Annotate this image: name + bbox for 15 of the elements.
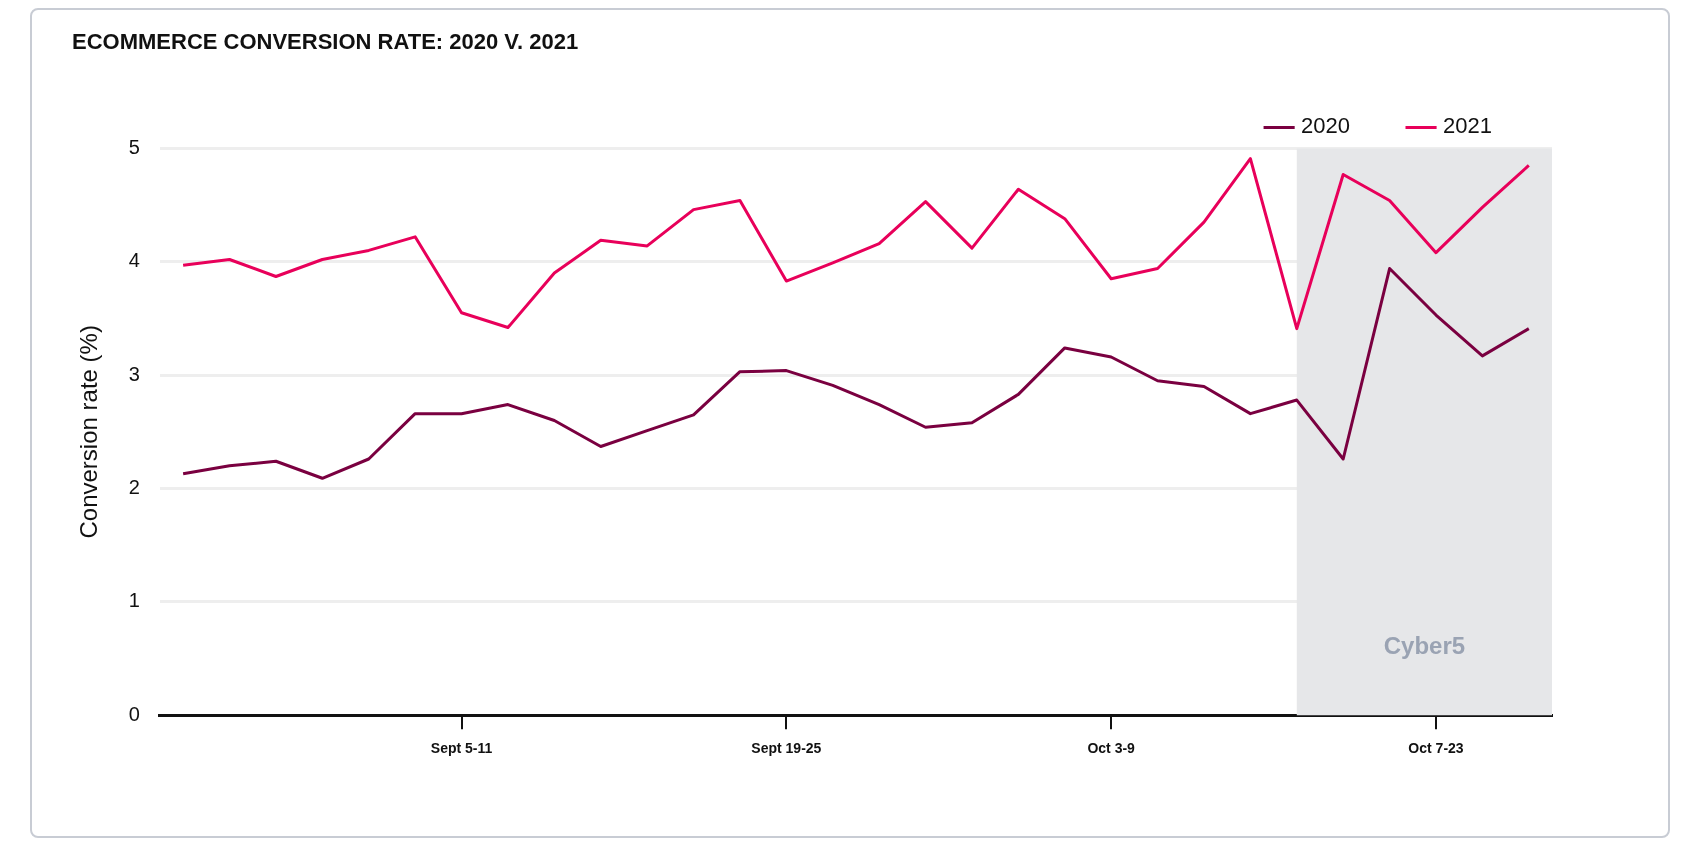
y-tick-label: 1 — [128, 589, 140, 612]
y-tick-label: 3 — [128, 362, 140, 385]
annotation: Cyber5 — [1383, 631, 1466, 659]
legend-label: 2021 — [1443, 113, 1493, 139]
x-tick-label: Oct 7-23 — [1408, 740, 1464, 757]
chart-title: ECOMMERCE CONVERSION RATE: 2020 V. 2021 — [72, 29, 579, 55]
legend-label: 2020 — [1301, 113, 1351, 139]
y-tick-label: 0 — [128, 702, 140, 725]
x-tick-label: Sept 19-25 — [751, 740, 822, 757]
y-tick-label: 5 — [128, 135, 140, 158]
y-tick-label: 4 — [128, 249, 140, 272]
x-tick-label: Sept 5-11 — [430, 740, 493, 757]
y-tick-label: 2 — [128, 476, 140, 498]
x-tick-label: Oct 3-9 — [1087, 740, 1136, 757]
y-axis-title: Conversion rate (%) — [75, 325, 103, 539]
